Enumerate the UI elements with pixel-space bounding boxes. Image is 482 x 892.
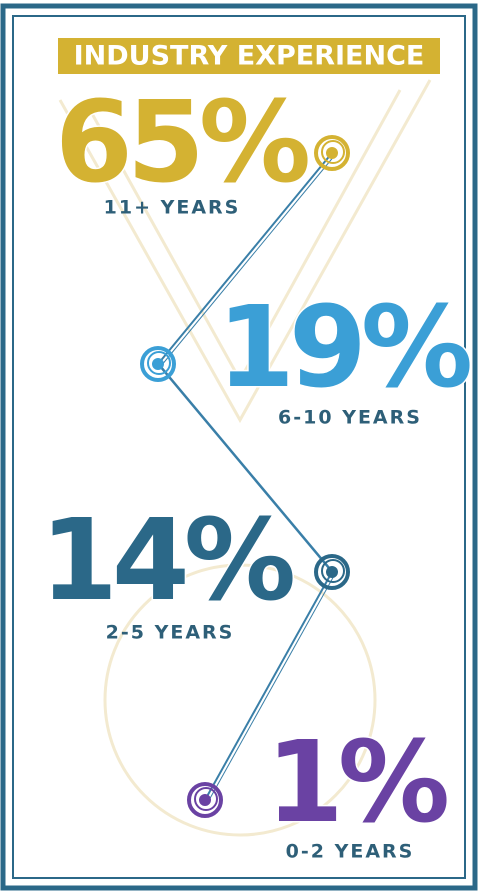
years-label: 0-2 YEARS [286,841,415,863]
node-dot [199,794,211,806]
node-ring [194,787,218,811]
node-ring [314,135,350,171]
node-ring [314,554,350,590]
background-decoration [58,79,432,837]
frame-inner [12,15,466,879]
node-ring [147,351,171,375]
title: INDUSTRY EXPERIENCE [74,41,425,72]
node-ring [140,346,176,382]
frame [0,3,478,891]
connector [157,363,333,573]
connector [204,571,333,801]
connector [157,152,333,365]
percent: 19% [217,283,470,413]
node-dot [326,566,338,578]
years-label: 11+ YEARS [104,197,241,219]
connector [160,154,336,367]
node-dot [326,147,338,159]
percent: 1% [266,718,447,848]
node-dot [152,358,164,370]
percent: 14% [40,496,293,626]
years-label: 2-5 YEARS [106,622,235,644]
percent: 65% [55,78,308,208]
node-ring [321,140,345,164]
connector [160,365,336,575]
node-ring [187,782,223,818]
connector [207,573,336,803]
years-label: 6-10 YEARS [278,407,422,429]
node-ring [321,559,345,583]
title-banner [58,38,440,74]
